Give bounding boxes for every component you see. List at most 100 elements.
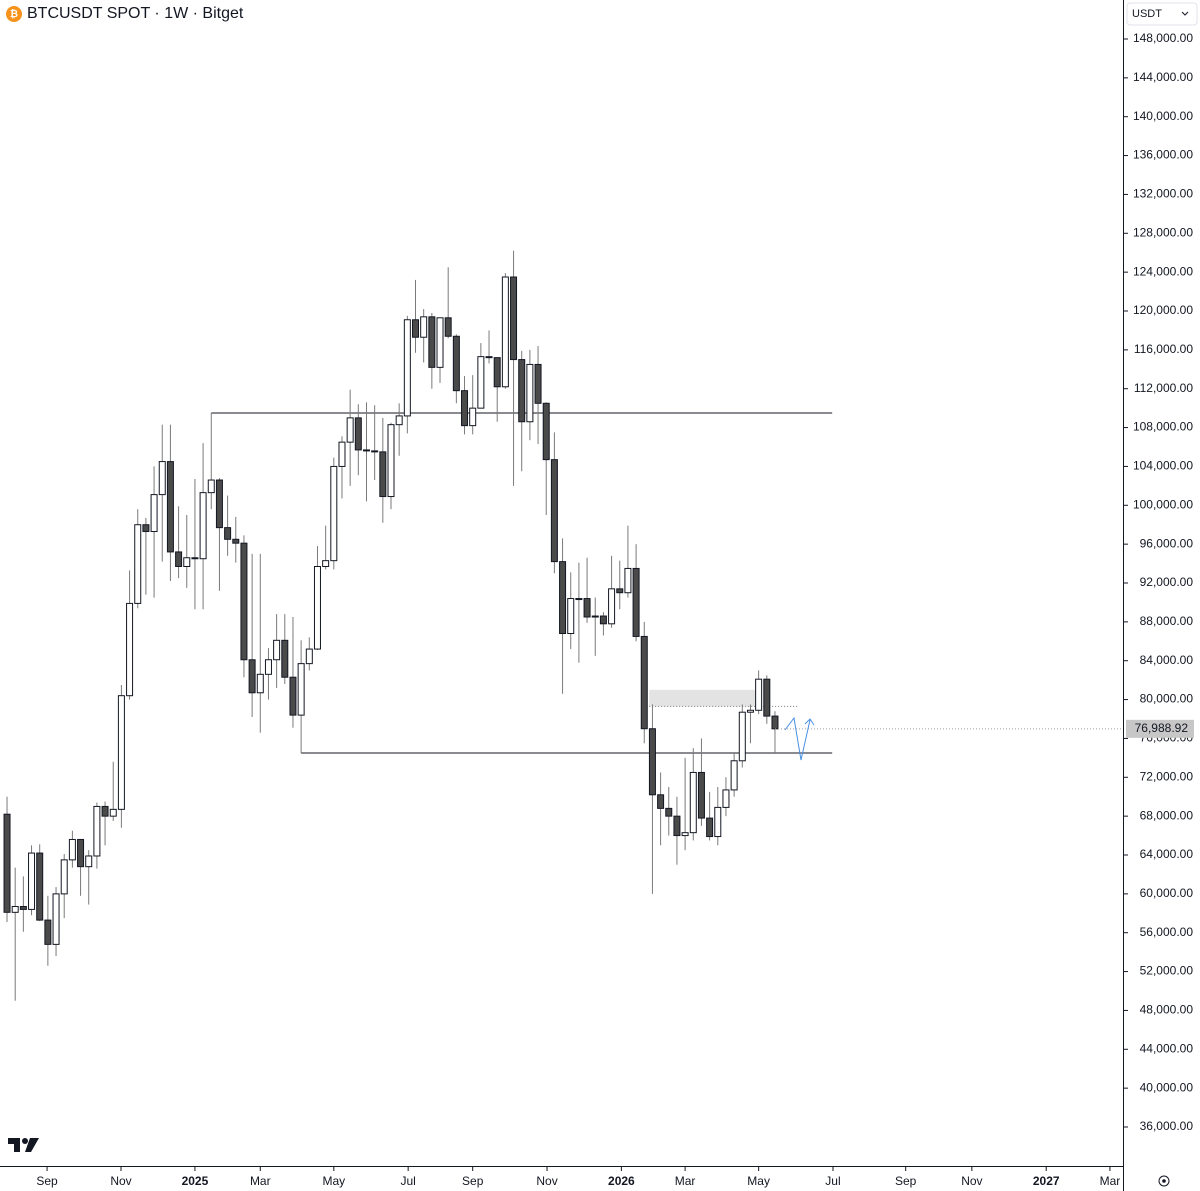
candle-body [175, 551, 183, 567]
candle-body [109, 808, 117, 817]
candle-body [264, 659, 272, 675]
candle-body [19, 905, 27, 910]
candle-body [354, 417, 362, 451]
candle-body [673, 815, 681, 837]
candle-body [722, 789, 730, 808]
y-tick-label: 140,000.00 [1133, 109, 1193, 123]
candle-body [77, 838, 85, 868]
candle-body [771, 715, 779, 730]
candle-body [534, 363, 542, 404]
settings-icon-dot [1162, 1179, 1166, 1183]
candle-body [518, 359, 526, 423]
candle-body [469, 407, 477, 427]
y-tick-label: 96,000.00 [1140, 536, 1194, 550]
x-tick-label: May [322, 1174, 345, 1188]
candle-body [485, 356, 493, 359]
candle-body [608, 588, 616, 625]
y-tick-label: 88,000.00 [1140, 614, 1194, 628]
candle-body [763, 678, 771, 717]
y-tick-label: 80,000.00 [1140, 692, 1194, 706]
projection-arrows [784, 716, 815, 761]
candle-body [706, 817, 714, 838]
candle-body [362, 449, 370, 452]
candle-body [665, 807, 673, 817]
y-tick-label: 144,000.00 [1133, 70, 1193, 84]
candle-body [420, 316, 428, 338]
candle-body [510, 276, 518, 361]
x-tick-label: 2026 [608, 1174, 635, 1188]
x-tick-label: 2025 [182, 1174, 209, 1188]
candle-body [640, 635, 648, 730]
y-tick-label: 64,000.00 [1140, 847, 1194, 861]
x-tick-label: Sep [895, 1174, 917, 1188]
candle-body [224, 527, 232, 540]
candle-body [387, 424, 395, 498]
candle-body [616, 588, 624, 594]
last-price-label: 76,988.92 [1135, 721, 1189, 735]
candle-body [689, 771, 697, 834]
candle-body [657, 794, 665, 809]
candle-body [550, 459, 558, 563]
candle-body [199, 492, 207, 560]
y-tick-label: 72,000.00 [1140, 769, 1194, 783]
y-tick-label: 136,000.00 [1133, 148, 1193, 162]
candle-body [746, 709, 754, 713]
candle-body [559, 561, 567, 635]
currency-selector[interactable] [1126, 2, 1198, 26]
candle-body [215, 479, 223, 529]
last-price-box [1126, 719, 1194, 738]
candle-body [501, 276, 509, 388]
candle-body [28, 852, 36, 910]
candle-body [632, 567, 640, 637]
y-tick-label: 36,000.00 [1140, 1119, 1194, 1133]
x-tick-label: Mar [1100, 1174, 1121, 1188]
y-tick-label: 112,000.00 [1134, 381, 1193, 395]
candle-body [191, 557, 199, 560]
candle-body [599, 615, 607, 625]
x-tick-label: 2027 [1033, 1174, 1060, 1188]
y-tick-label: 132,000.00 [1133, 187, 1193, 201]
candle-body [232, 538, 240, 544]
candle-body [207, 479, 215, 494]
candle-body [436, 317, 444, 368]
candle-body [461, 390, 469, 427]
candle-body [583, 598, 591, 618]
candle-body [297, 663, 305, 716]
x-tick-label: Jul [825, 1174, 840, 1188]
y-tick-label: 104,000.00 [1133, 459, 1193, 473]
x-tick-label: Jul [400, 1174, 415, 1188]
x-tick-label: Sep [36, 1174, 58, 1188]
candle-body [755, 678, 763, 711]
chart-title: BTCUSDT SPOT · 1W · Bitget [27, 5, 244, 22]
y-tick-label: 44,000.00 [1140, 1041, 1194, 1055]
candle-body [444, 317, 452, 337]
candle-body [477, 356, 485, 409]
candle-body [101, 805, 109, 817]
candle-body [730, 760, 738, 791]
plot-area [3, 250, 1123, 1001]
settings-icon[interactable] [1158, 1175, 1170, 1187]
y-tick-label: 128,000.00 [1133, 225, 1193, 239]
x-tick-label: Sep [462, 1174, 484, 1188]
candle-body [567, 598, 575, 635]
candle-body [85, 855, 93, 868]
candle-body [412, 319, 420, 338]
candle-body [281, 639, 289, 678]
y-tick-label: 148,000.00 [1133, 31, 1193, 45]
candle-body [117, 695, 125, 810]
candle-body [134, 524, 142, 604]
candle-body [289, 676, 297, 716]
candle-body [575, 598, 583, 601]
y-tick-label: 56,000.00 [1140, 925, 1194, 939]
y-tick-label: 84,000.00 [1140, 653, 1194, 667]
candle-body [305, 648, 313, 665]
currency-label[interactable]: USDT [1132, 8, 1162, 20]
candle-body [11, 905, 19, 913]
dropdown-caret [1181, 11, 1189, 16]
candle-body [183, 557, 191, 567]
candle-body [3, 813, 11, 913]
candle-body [346, 417, 354, 443]
